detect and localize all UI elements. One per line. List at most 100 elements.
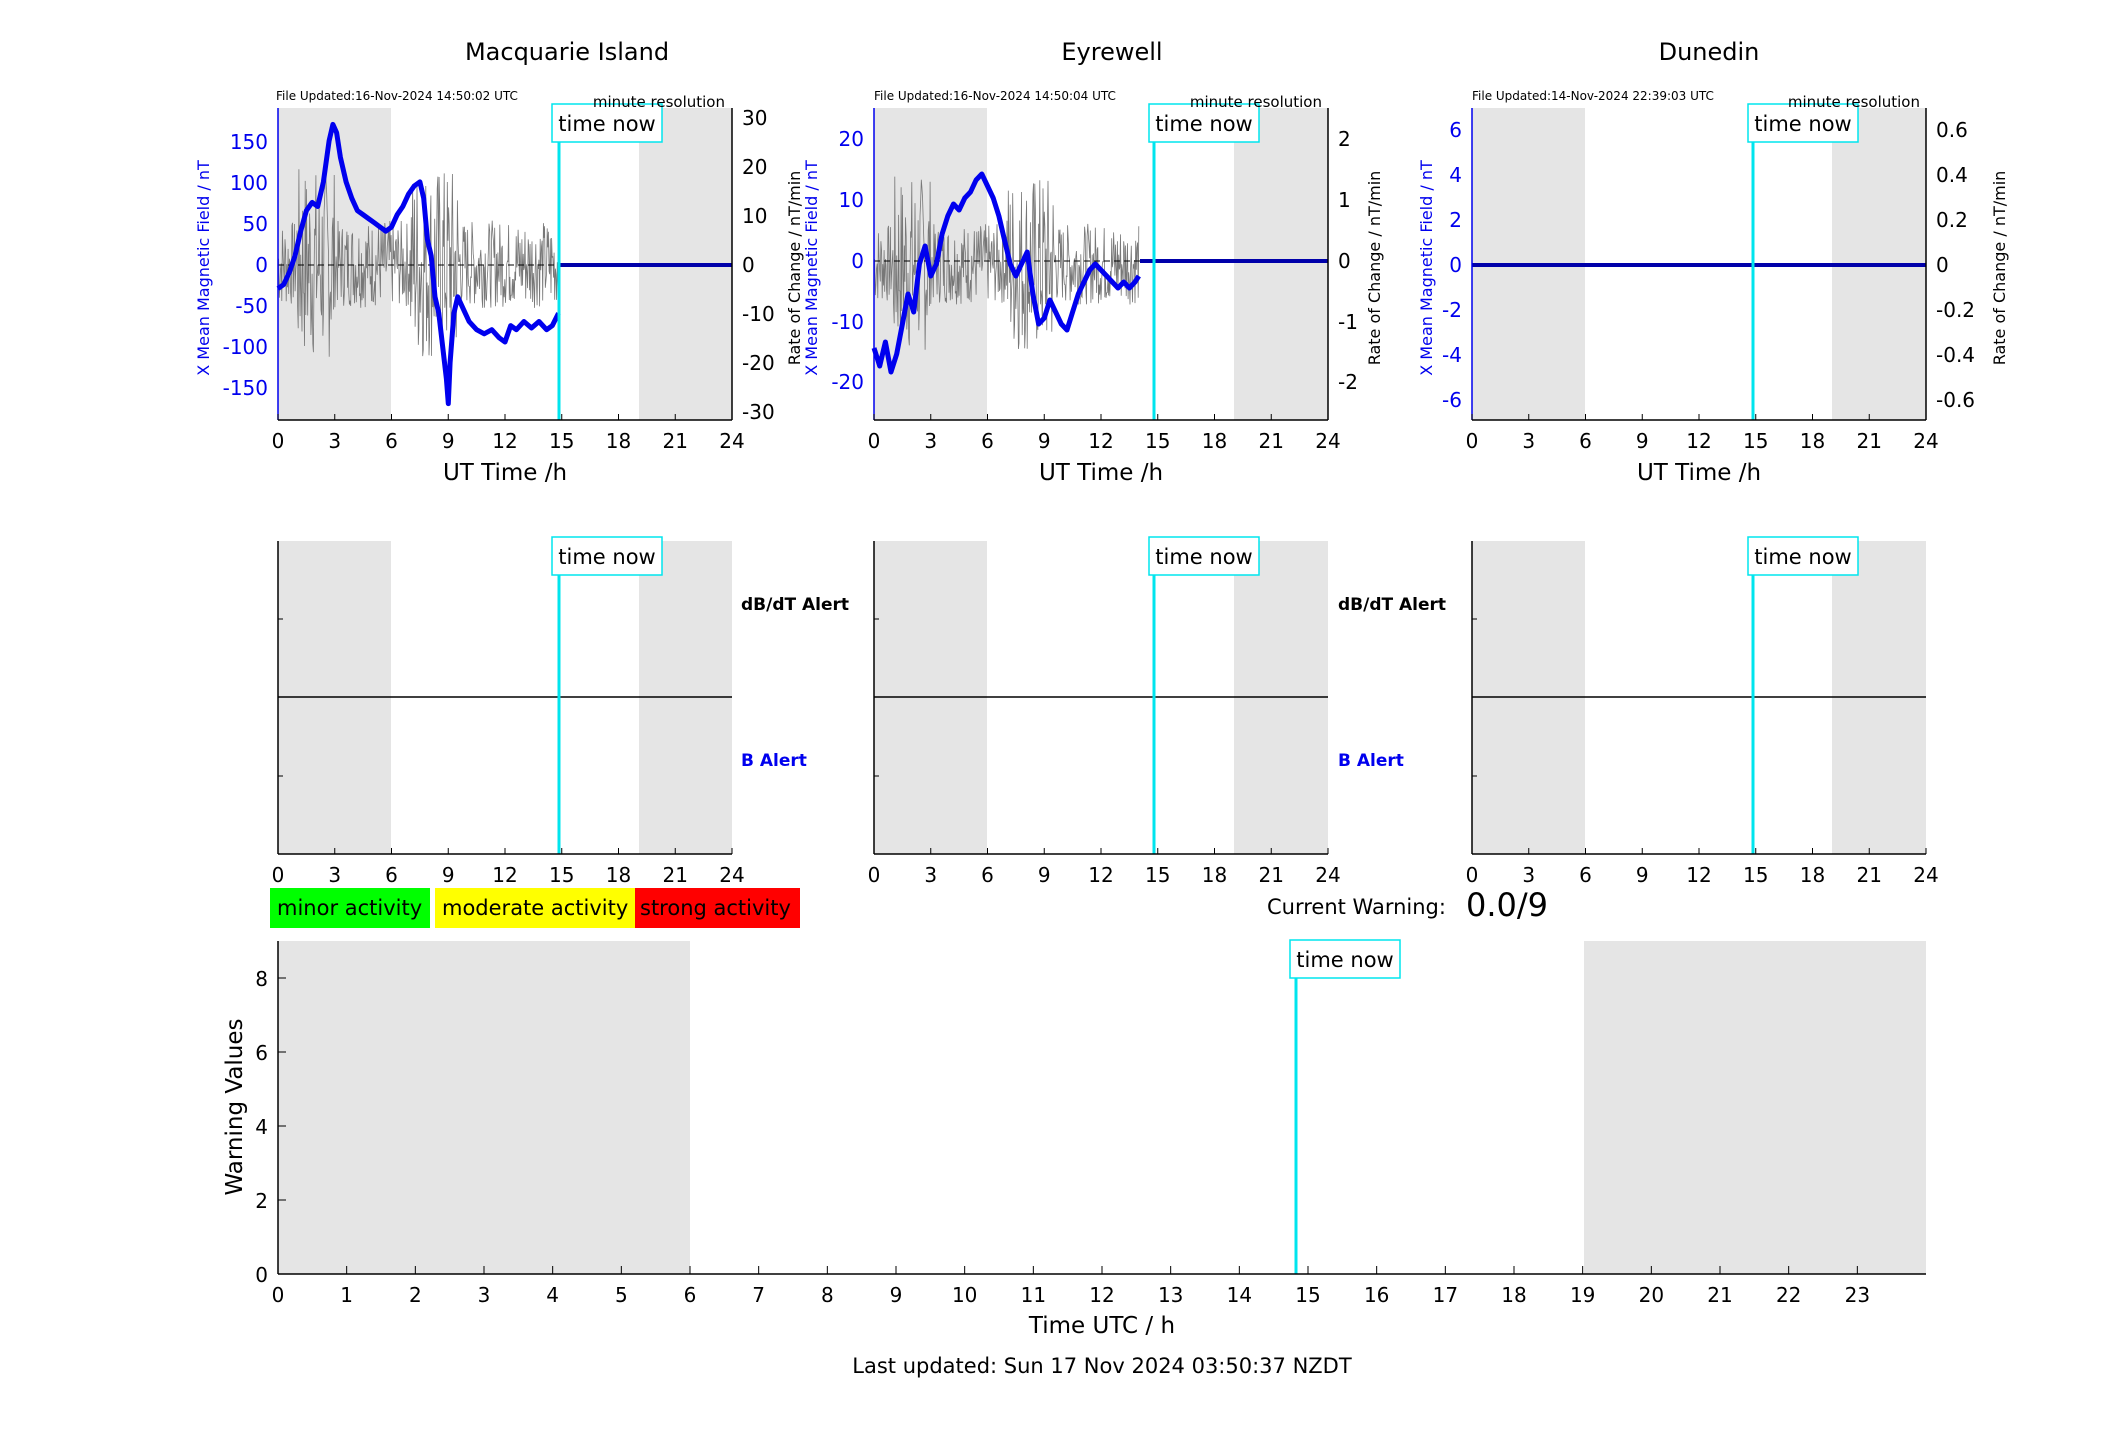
x-tick: 18 bbox=[606, 429, 631, 453]
x-tick: 2 bbox=[409, 1283, 422, 1307]
x-tick: 15 bbox=[1743, 863, 1768, 887]
y2-tick: 0.6 bbox=[1936, 118, 1968, 142]
x-tick: 3 bbox=[1522, 429, 1535, 453]
dbdt-alert-label: dB/dT Alert bbox=[1338, 595, 1446, 615]
x-tick: 18 bbox=[1202, 863, 1227, 887]
x-tick: 15 bbox=[549, 429, 574, 453]
y-tick: 6 bbox=[1449, 118, 1462, 142]
y-tick: 20 bbox=[839, 127, 864, 151]
y-tick: 10 bbox=[839, 188, 864, 212]
x-tick: 6 bbox=[385, 863, 398, 887]
x-tick: 24 bbox=[1315, 863, 1340, 887]
rate-of-change-line bbox=[277, 169, 559, 357]
x-tick: 15 bbox=[1145, 429, 1170, 453]
x-axis-label: UT Time /h bbox=[1039, 460, 1163, 486]
y-axis-label: X Mean Magnetic Field / nT bbox=[802, 160, 821, 376]
x-axis-label: UT Time /h bbox=[443, 460, 567, 486]
x-tick: 3 bbox=[924, 429, 937, 453]
current-warning-value: 0.0/9 bbox=[1466, 886, 1548, 924]
night-shade bbox=[278, 941, 690, 1274]
y-axis-label: X Mean Magnetic Field / nT bbox=[194, 160, 213, 376]
x-tick: 6 bbox=[1579, 429, 1592, 453]
station-title-3: Dunedin bbox=[1659, 38, 1760, 66]
y2-tick: 0.4 bbox=[1936, 163, 1968, 187]
resolution-label: minute resolution bbox=[1788, 93, 1920, 111]
x-tick: 6 bbox=[684, 1283, 697, 1307]
x-tick: 3 bbox=[1522, 863, 1535, 887]
y2-tick: 20 bbox=[742, 155, 767, 179]
file-updated-label: File Updated:14-Nov-2024 22:39:03 UTC bbox=[1472, 89, 1714, 103]
time-now-label: time now bbox=[1754, 112, 1851, 136]
x-tick: 6 bbox=[981, 429, 994, 453]
file-updated-label: File Updated:16-Nov-2024 14:50:02 UTC bbox=[276, 89, 518, 103]
y-tick: 100 bbox=[230, 171, 268, 195]
time-now-box bbox=[551, 536, 663, 576]
x-tick: 21 bbox=[1857, 429, 1882, 453]
x-tick: 12 bbox=[1686, 429, 1711, 453]
y2-tick: 0 bbox=[742, 253, 755, 277]
y-tick: 150 bbox=[230, 130, 268, 154]
x-tick: 15 bbox=[1145, 863, 1170, 887]
x-tick: 12 bbox=[1686, 863, 1711, 887]
x-tick: 12 bbox=[492, 863, 517, 887]
x-tick: 7 bbox=[752, 1283, 765, 1307]
time-now-label: time now bbox=[1155, 545, 1252, 569]
time-now-box bbox=[1148, 103, 1260, 143]
y-tick: 0 bbox=[255, 1263, 268, 1287]
x-tick: 0 bbox=[272, 429, 285, 453]
y-tick: 2 bbox=[255, 1189, 268, 1213]
file-updated-label: File Updated:16-Nov-2024 14:50:04 UTC bbox=[874, 89, 1116, 103]
x-tick: 21 bbox=[1259, 429, 1284, 453]
y2-axis-label: Rate of Change / nT/min bbox=[785, 171, 804, 366]
y-axis-label: Warning Values bbox=[222, 1018, 248, 1195]
station-title-1: Macquarie Island bbox=[465, 38, 669, 66]
x-axis-label: Time UTC / h bbox=[1028, 1313, 1175, 1339]
y2-tick: -20 bbox=[742, 351, 775, 375]
y-tick: 4 bbox=[1449, 163, 1462, 187]
x-tick: 22 bbox=[1776, 1283, 1801, 1307]
last-updated-label: Last updated: Sun 17 Nov 2024 03:50:37 N… bbox=[852, 1354, 1352, 1378]
x-tick: 21 bbox=[1707, 1283, 1732, 1307]
y-tick: 0 bbox=[255, 253, 268, 277]
time-now-box bbox=[1289, 939, 1401, 979]
x-tick: 9 bbox=[1038, 863, 1051, 887]
top-panel-2: time now File Updated:16-Nov-2024 14:50:… bbox=[802, 89, 1384, 486]
y-tick: -6 bbox=[1442, 388, 1462, 412]
x-tick: 9 bbox=[442, 863, 455, 887]
x-tick: 9 bbox=[442, 429, 455, 453]
x-tick: 24 bbox=[719, 429, 744, 453]
time-now-label: time now bbox=[1296, 948, 1393, 972]
y-tick: -20 bbox=[831, 370, 864, 394]
top-panel-3: time now File Updated:14-Nov-2024 22:39:… bbox=[1417, 89, 2009, 486]
y2-tick: 0.2 bbox=[1936, 208, 1968, 232]
x-tick: 10 bbox=[952, 1283, 977, 1307]
x-tick: 24 bbox=[719, 863, 744, 887]
time-now-label: time now bbox=[1754, 545, 1851, 569]
x-tick: 8 bbox=[821, 1283, 834, 1307]
time-now-box bbox=[1747, 103, 1859, 143]
x-tick: 12 bbox=[1088, 863, 1113, 887]
y-tick: 4 bbox=[255, 1115, 268, 1139]
x-tick: 9 bbox=[890, 1283, 903, 1307]
time-now-label: time now bbox=[1155, 112, 1252, 136]
x-tick: 11 bbox=[1021, 1283, 1046, 1307]
y-tick: -150 bbox=[223, 376, 268, 400]
legend-minor-swatch bbox=[270, 888, 430, 928]
x-tick: 18 bbox=[1800, 429, 1825, 453]
activity-legend: minor activity moderate activity strong … bbox=[270, 888, 800, 928]
x-tick: 15 bbox=[1295, 1283, 1320, 1307]
y-tick: 2 bbox=[1449, 208, 1462, 232]
time-now-box bbox=[1148, 536, 1260, 576]
x-tick: 9 bbox=[1636, 429, 1649, 453]
y2-tick: 30 bbox=[742, 106, 767, 130]
warning-panel: time now 0 2 4 6 8 0 1 2 3 4 5 6 7 8 9 10 11 12 13 14 1… bbox=[222, 939, 1926, 1339]
b-alert-label: B Alert bbox=[741, 751, 807, 771]
warning-y-ticks: 0 2 4 6 8 bbox=[255, 967, 286, 1287]
legend-strong-swatch bbox=[635, 888, 800, 928]
current-warning-label: Current Warning: bbox=[1267, 895, 1446, 919]
x-tick: 15 bbox=[549, 863, 574, 887]
y2-tick: -2 bbox=[1338, 370, 1358, 394]
y2-tick: 0 bbox=[1936, 253, 1949, 277]
y2-tick: 10 bbox=[742, 204, 767, 228]
top-panel-1: time now File Updated:16-Nov-2024 14:50:… bbox=[194, 89, 804, 486]
